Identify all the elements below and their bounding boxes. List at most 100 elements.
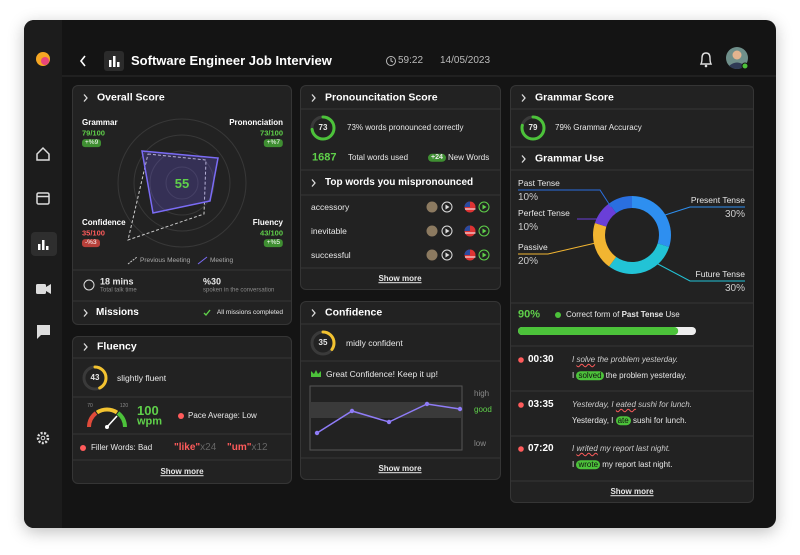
text: 35/100 [82, 228, 105, 238]
play-icon [445, 204, 450, 210]
radar-ring [165, 166, 199, 200]
us-flag-canton [464, 249, 470, 255]
score-ring [520, 115, 546, 141]
score-ring [310, 115, 336, 141]
message-icon [37, 325, 50, 339]
chevron-icon [311, 94, 316, 102]
bell-icon [704, 64, 708, 68]
text: Prononciation [229, 118, 283, 128]
text: 120 [119, 403, 129, 409]
us-flag-canton [464, 225, 470, 231]
score-value: 43 [90, 373, 100, 383]
leader-line [661, 206, 745, 217]
text: 30% [724, 209, 745, 220]
text: Previous Meeting [140, 257, 191, 265]
text: inevitable [311, 225, 347, 236]
logo-accent [41, 57, 49, 65]
text: 14/05/2023 [440, 55, 491, 66]
clock-icon [386, 56, 396, 66]
text-part: I [572, 460, 577, 470]
show-more: Show more [378, 464, 422, 474]
status-dot [555, 312, 561, 318]
text: 10% [518, 192, 539, 203]
confidence-point [424, 401, 430, 407]
clock-icon [390, 58, 394, 63]
text: 70 [87, 403, 93, 409]
text: All missions completed [216, 309, 283, 317]
show-more: Show more [610, 487, 654, 497]
original-sentence: I solve the problem yesterday. [572, 355, 678, 365]
text: 90% [518, 308, 541, 321]
play-button [441, 225, 453, 237]
text: Grammar [82, 118, 118, 128]
text: good [474, 405, 492, 415]
text: 10% [518, 222, 539, 233]
change-badge: -%3 [82, 239, 100, 247]
text: Total talk time [100, 287, 137, 294]
donut-segment [593, 196, 671, 274]
text-part: Yesterday, I [572, 400, 616, 410]
filler-word: "like"x24 [174, 442, 216, 454]
change-badge: +%9 [82, 139, 102, 147]
text: slightly fluent [117, 372, 167, 383]
text: Fluency [252, 218, 283, 228]
progress-fill [518, 327, 679, 335]
text-part: I [572, 371, 577, 381]
text-part: the problem yesterday. [603, 371, 687, 381]
play-button [441, 249, 453, 261]
radar-ring [133, 134, 231, 232]
status-dot [518, 357, 524, 363]
text-part: the problem yesterday. [595, 355, 679, 365]
legend-line [127, 256, 138, 265]
text-part: writed [576, 444, 598, 454]
score-value: 73 [318, 123, 328, 133]
donut-segment [593, 196, 671, 274]
change-badge: +%5 [263, 239, 283, 247]
gauge-arc [95, 407, 119, 415]
text: Meeting [210, 257, 234, 265]
back-icon [79, 55, 86, 67]
play-button [478, 249, 490, 261]
card-title: Overall Score [97, 91, 165, 104]
card [72, 85, 292, 325]
us-flag-canton [464, 201, 470, 207]
text: New Words [448, 153, 490, 163]
crown-icon [311, 370, 321, 377]
text-part: x12 [251, 442, 268, 453]
status-dot [178, 413, 184, 419]
confidence-point [386, 419, 392, 425]
text: Perfect Tense [518, 207, 570, 218]
text: Total words used [348, 153, 409, 163]
text-part: I [572, 355, 577, 365]
text: 43/100 [260, 228, 283, 238]
text-part: Past Tense [621, 310, 664, 320]
text-part: ate [615, 416, 631, 426]
corrected-sentence: I wrote my report last night. [572, 460, 673, 470]
show-more: Show more [378, 274, 422, 284]
card-title: Grammar Score [535, 91, 614, 104]
card-title: Fluency [97, 340, 137, 353]
video-icon [46, 284, 51, 294]
talk-icon [83, 279, 95, 291]
text: 73/100 [260, 128, 283, 138]
change-badge: +%7 [263, 139, 283, 147]
original-sentence: Yesterday, I eated sushi for lunch. [572, 400, 692, 410]
text: 73% words pronounced correctly [347, 123, 464, 133]
donut-segment [593, 196, 671, 274]
text: 07:20 [528, 443, 554, 454]
radar-current [141, 150, 219, 214]
chevron-icon [311, 309, 316, 317]
text: Great Confidence! Keep it up! [326, 368, 438, 379]
speaker-avatar [426, 249, 438, 261]
status-dot [80, 445, 86, 451]
text: 55 [174, 176, 190, 192]
radar-previous [127, 153, 207, 241]
text: high [474, 389, 490, 399]
play-icon [445, 252, 450, 258]
text-part: Use [663, 310, 680, 320]
leader-line [577, 218, 604, 221]
text-part: my report last night. [597, 444, 671, 454]
text: midly confident [346, 337, 403, 348]
chevron-icon [83, 343, 88, 351]
